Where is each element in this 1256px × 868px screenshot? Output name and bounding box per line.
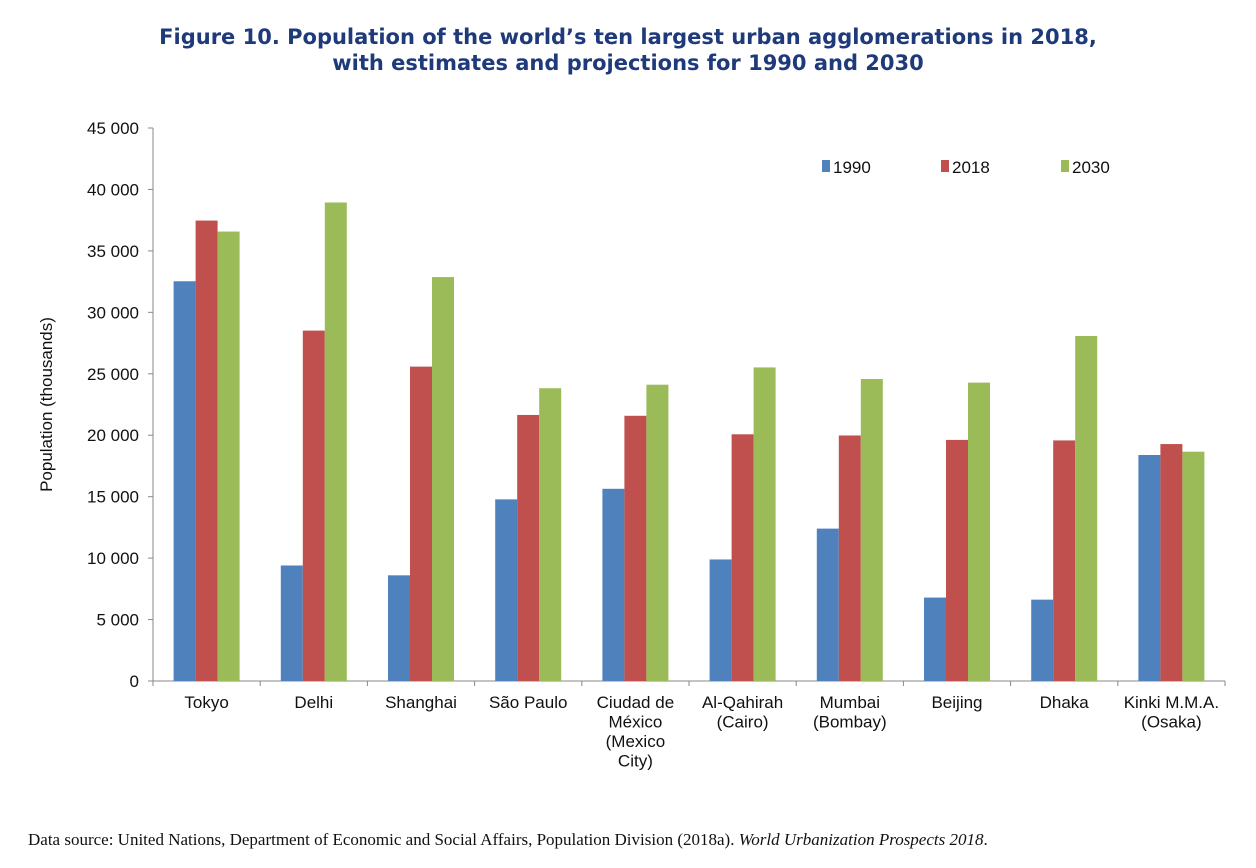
bar-2018 <box>302 330 325 681</box>
bar-2018 <box>1053 440 1076 681</box>
x-tick-label: Delhi <box>294 693 333 712</box>
bar-2030 <box>1182 451 1205 681</box>
y-tick-label: 5 000 <box>96 611 139 630</box>
x-tick-label: Kinki M.M.A. <box>1124 693 1219 712</box>
legend-label-2030: 2030 <box>1072 158 1110 177</box>
y-tick-label: 10 000 <box>87 549 139 568</box>
bar-2030 <box>968 382 990 681</box>
legend-swatch-1990 <box>822 160 830 172</box>
bar-1990 <box>388 575 410 681</box>
y-tick-label: 25 000 <box>87 365 139 384</box>
y-tick-label: 40 000 <box>87 180 139 199</box>
bar-1990 <box>495 499 518 681</box>
bar-1990 <box>1138 455 1161 681</box>
legend-label-2018: 2018 <box>952 158 990 177</box>
bar-2030 <box>646 384 669 681</box>
y-tick-label: 15 000 <box>87 488 139 507</box>
source-text: Data source: United Nations, Department … <box>28 830 739 849</box>
bar-2018 <box>731 434 754 681</box>
y-axis-label: Population (thousands) <box>37 317 56 492</box>
bar-2018 <box>946 439 968 681</box>
x-tick-label: México <box>608 713 662 732</box>
y-tick-label: 20 000 <box>87 426 139 445</box>
x-tick-label: City) <box>618 752 653 771</box>
y-tick-label: 45 000 <box>87 119 139 138</box>
x-tick-label: Mumbai <box>820 693 880 712</box>
x-tick-label: Tokyo <box>184 693 228 712</box>
bar-2030 <box>753 367 776 681</box>
x-tick-label: (Mexico <box>606 732 666 751</box>
bar-2030 <box>539 388 562 681</box>
bar-2030 <box>860 379 883 681</box>
x-tick-label: (Osaka) <box>1141 713 1201 732</box>
chart-title: Figure 10. Population of the world’s ten… <box>0 24 1256 76</box>
bar-2018 <box>517 414 540 681</box>
source-title: World Urbanization Prospects 2018 <box>738 830 984 849</box>
bar-2018 <box>410 366 432 681</box>
bar-2018 <box>624 415 647 681</box>
bar-1990 <box>173 281 196 681</box>
bar-2030 <box>324 202 347 681</box>
chart-title-line-2: with estimates and projections for 1990 … <box>332 51 924 75</box>
bar-2030 <box>217 231 240 681</box>
bar-1990 <box>602 488 625 681</box>
x-tick-label: São Paulo <box>489 693 567 712</box>
bar-1990 <box>1031 599 1054 681</box>
legend-swatch-2018 <box>941 160 949 172</box>
x-tick-label: Al-Qahirah <box>702 693 783 712</box>
bar-1990 <box>280 565 303 681</box>
x-tick-label: Shanghai <box>385 693 457 712</box>
source-end: . <box>983 830 988 849</box>
data-source-note: Data source: United Nations, Department … <box>28 830 988 850</box>
x-tick-label: Beijing <box>931 693 982 712</box>
bar-2018 <box>838 435 861 681</box>
bar-2030 <box>1075 335 1098 681</box>
legend-label-1990: 1990 <box>833 158 871 177</box>
x-tick-label: Ciudad de <box>597 693 675 712</box>
bar-1990 <box>924 597 946 681</box>
y-tick-label: 35 000 <box>87 242 139 261</box>
x-tick-label: (Bombay) <box>813 713 887 732</box>
bar-1990 <box>816 528 839 681</box>
bar-2030 <box>432 277 454 681</box>
chart-title-line-1: Figure 10. Population of the world’s ten… <box>159 25 1097 49</box>
x-tick-label: Dhaka <box>1040 693 1090 712</box>
y-tick-label: 30 000 <box>87 303 139 322</box>
x-tick-label: (Cairo) <box>717 713 769 732</box>
bar-2018 <box>1160 444 1183 681</box>
bar-1990 <box>709 559 732 681</box>
bar-2018 <box>195 220 218 681</box>
y-tick-label: 0 <box>130 672 139 691</box>
legend-swatch-2030 <box>1061 160 1069 172</box>
